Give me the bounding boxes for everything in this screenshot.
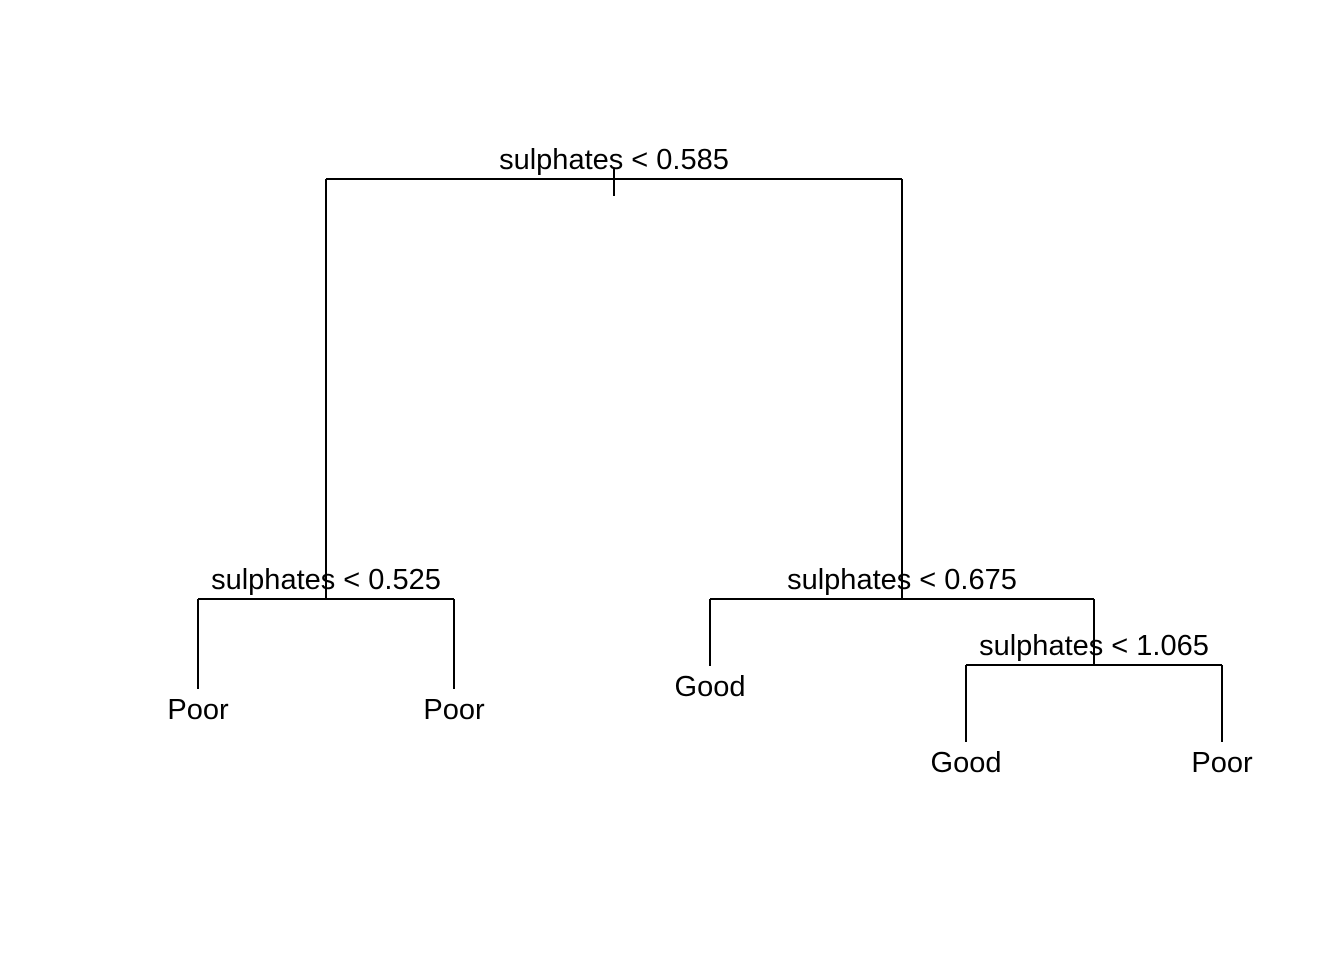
left-split-label: sulphates < 0.525 [211, 564, 441, 596]
leaf-left-right: Poor [423, 694, 485, 726]
right-right-split-label: sulphates < 1.065 [979, 630, 1209, 662]
leaf-right-left: Good [675, 671, 746, 703]
right-right-split-node: sulphates < 1.065 [965, 630, 1223, 742]
leaf-left-left: Poor [167, 694, 229, 726]
root-split-label: sulphates < 0.585 [499, 144, 729, 176]
leaf-right-right-right: Poor [1191, 747, 1253, 779]
leaf-right-right-left: Good [931, 747, 1002, 779]
right-split-label: sulphates < 0.675 [787, 564, 1017, 596]
right-split-node: sulphates < 0.675 [709, 564, 1095, 666]
left-split-node: sulphates < 0.525 [197, 564, 455, 689]
root-split-node: sulphates < 0.585 [325, 144, 903, 598]
